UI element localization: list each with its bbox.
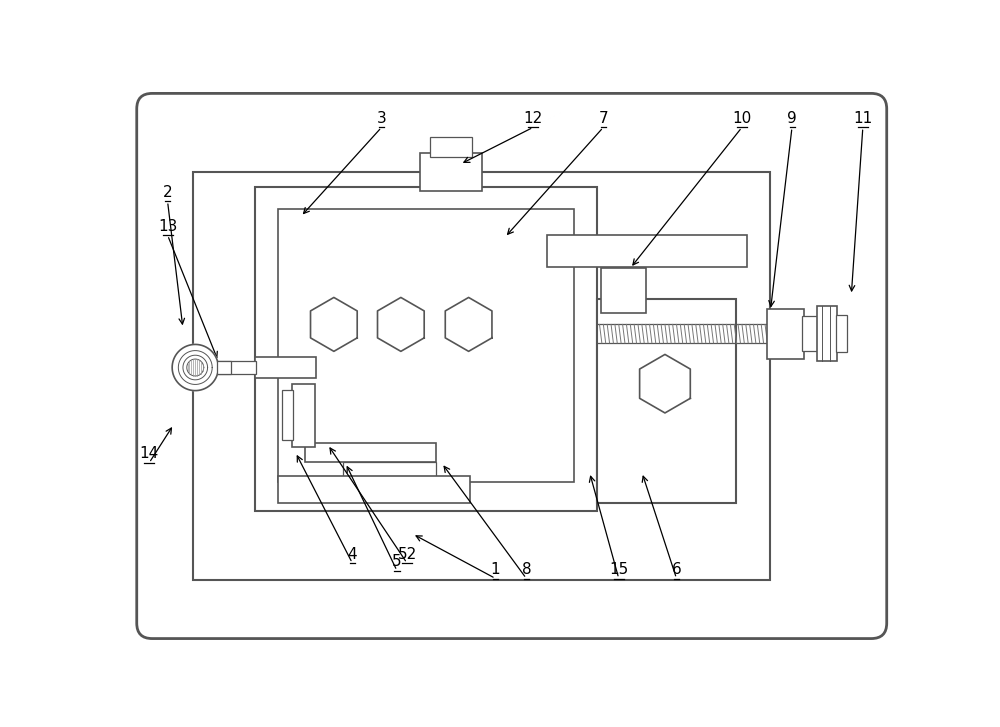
Text: 4: 4 <box>348 547 357 561</box>
Bar <box>305 443 436 462</box>
Bar <box>292 384 315 447</box>
Bar <box>255 188 597 511</box>
Text: 9: 9 <box>787 111 797 126</box>
Bar <box>282 390 293 440</box>
FancyBboxPatch shape <box>137 93 887 638</box>
Text: 13: 13 <box>158 219 177 233</box>
Bar <box>420 153 482 191</box>
Text: 10: 10 <box>732 111 752 126</box>
Text: 12: 12 <box>524 111 543 126</box>
Bar <box>817 306 837 361</box>
Text: 14: 14 <box>139 446 159 462</box>
Bar <box>216 361 256 374</box>
Text: 6: 6 <box>672 562 681 577</box>
Bar <box>343 462 436 478</box>
Text: 7: 7 <box>599 111 608 126</box>
Bar <box>193 172 770 580</box>
Polygon shape <box>311 297 357 351</box>
Bar <box>601 268 646 313</box>
Bar <box>547 235 747 268</box>
Text: 52: 52 <box>397 547 417 561</box>
Bar <box>836 316 847 352</box>
Text: 11: 11 <box>853 111 872 126</box>
Bar <box>255 357 316 378</box>
Text: 3: 3 <box>377 111 386 126</box>
Bar <box>217 361 231 374</box>
Polygon shape <box>172 345 218 390</box>
Bar <box>597 299 736 503</box>
Text: 15: 15 <box>609 562 628 577</box>
Polygon shape <box>378 297 424 351</box>
Text: 1: 1 <box>491 562 500 577</box>
Bar <box>802 316 819 351</box>
Bar <box>767 309 804 359</box>
Polygon shape <box>445 297 492 351</box>
Polygon shape <box>640 355 690 413</box>
Text: 5: 5 <box>392 554 402 569</box>
Text: 2: 2 <box>163 185 172 200</box>
Bar <box>278 476 470 503</box>
Text: 8: 8 <box>522 562 531 577</box>
Bar <box>278 209 574 482</box>
Bar <box>430 137 472 156</box>
